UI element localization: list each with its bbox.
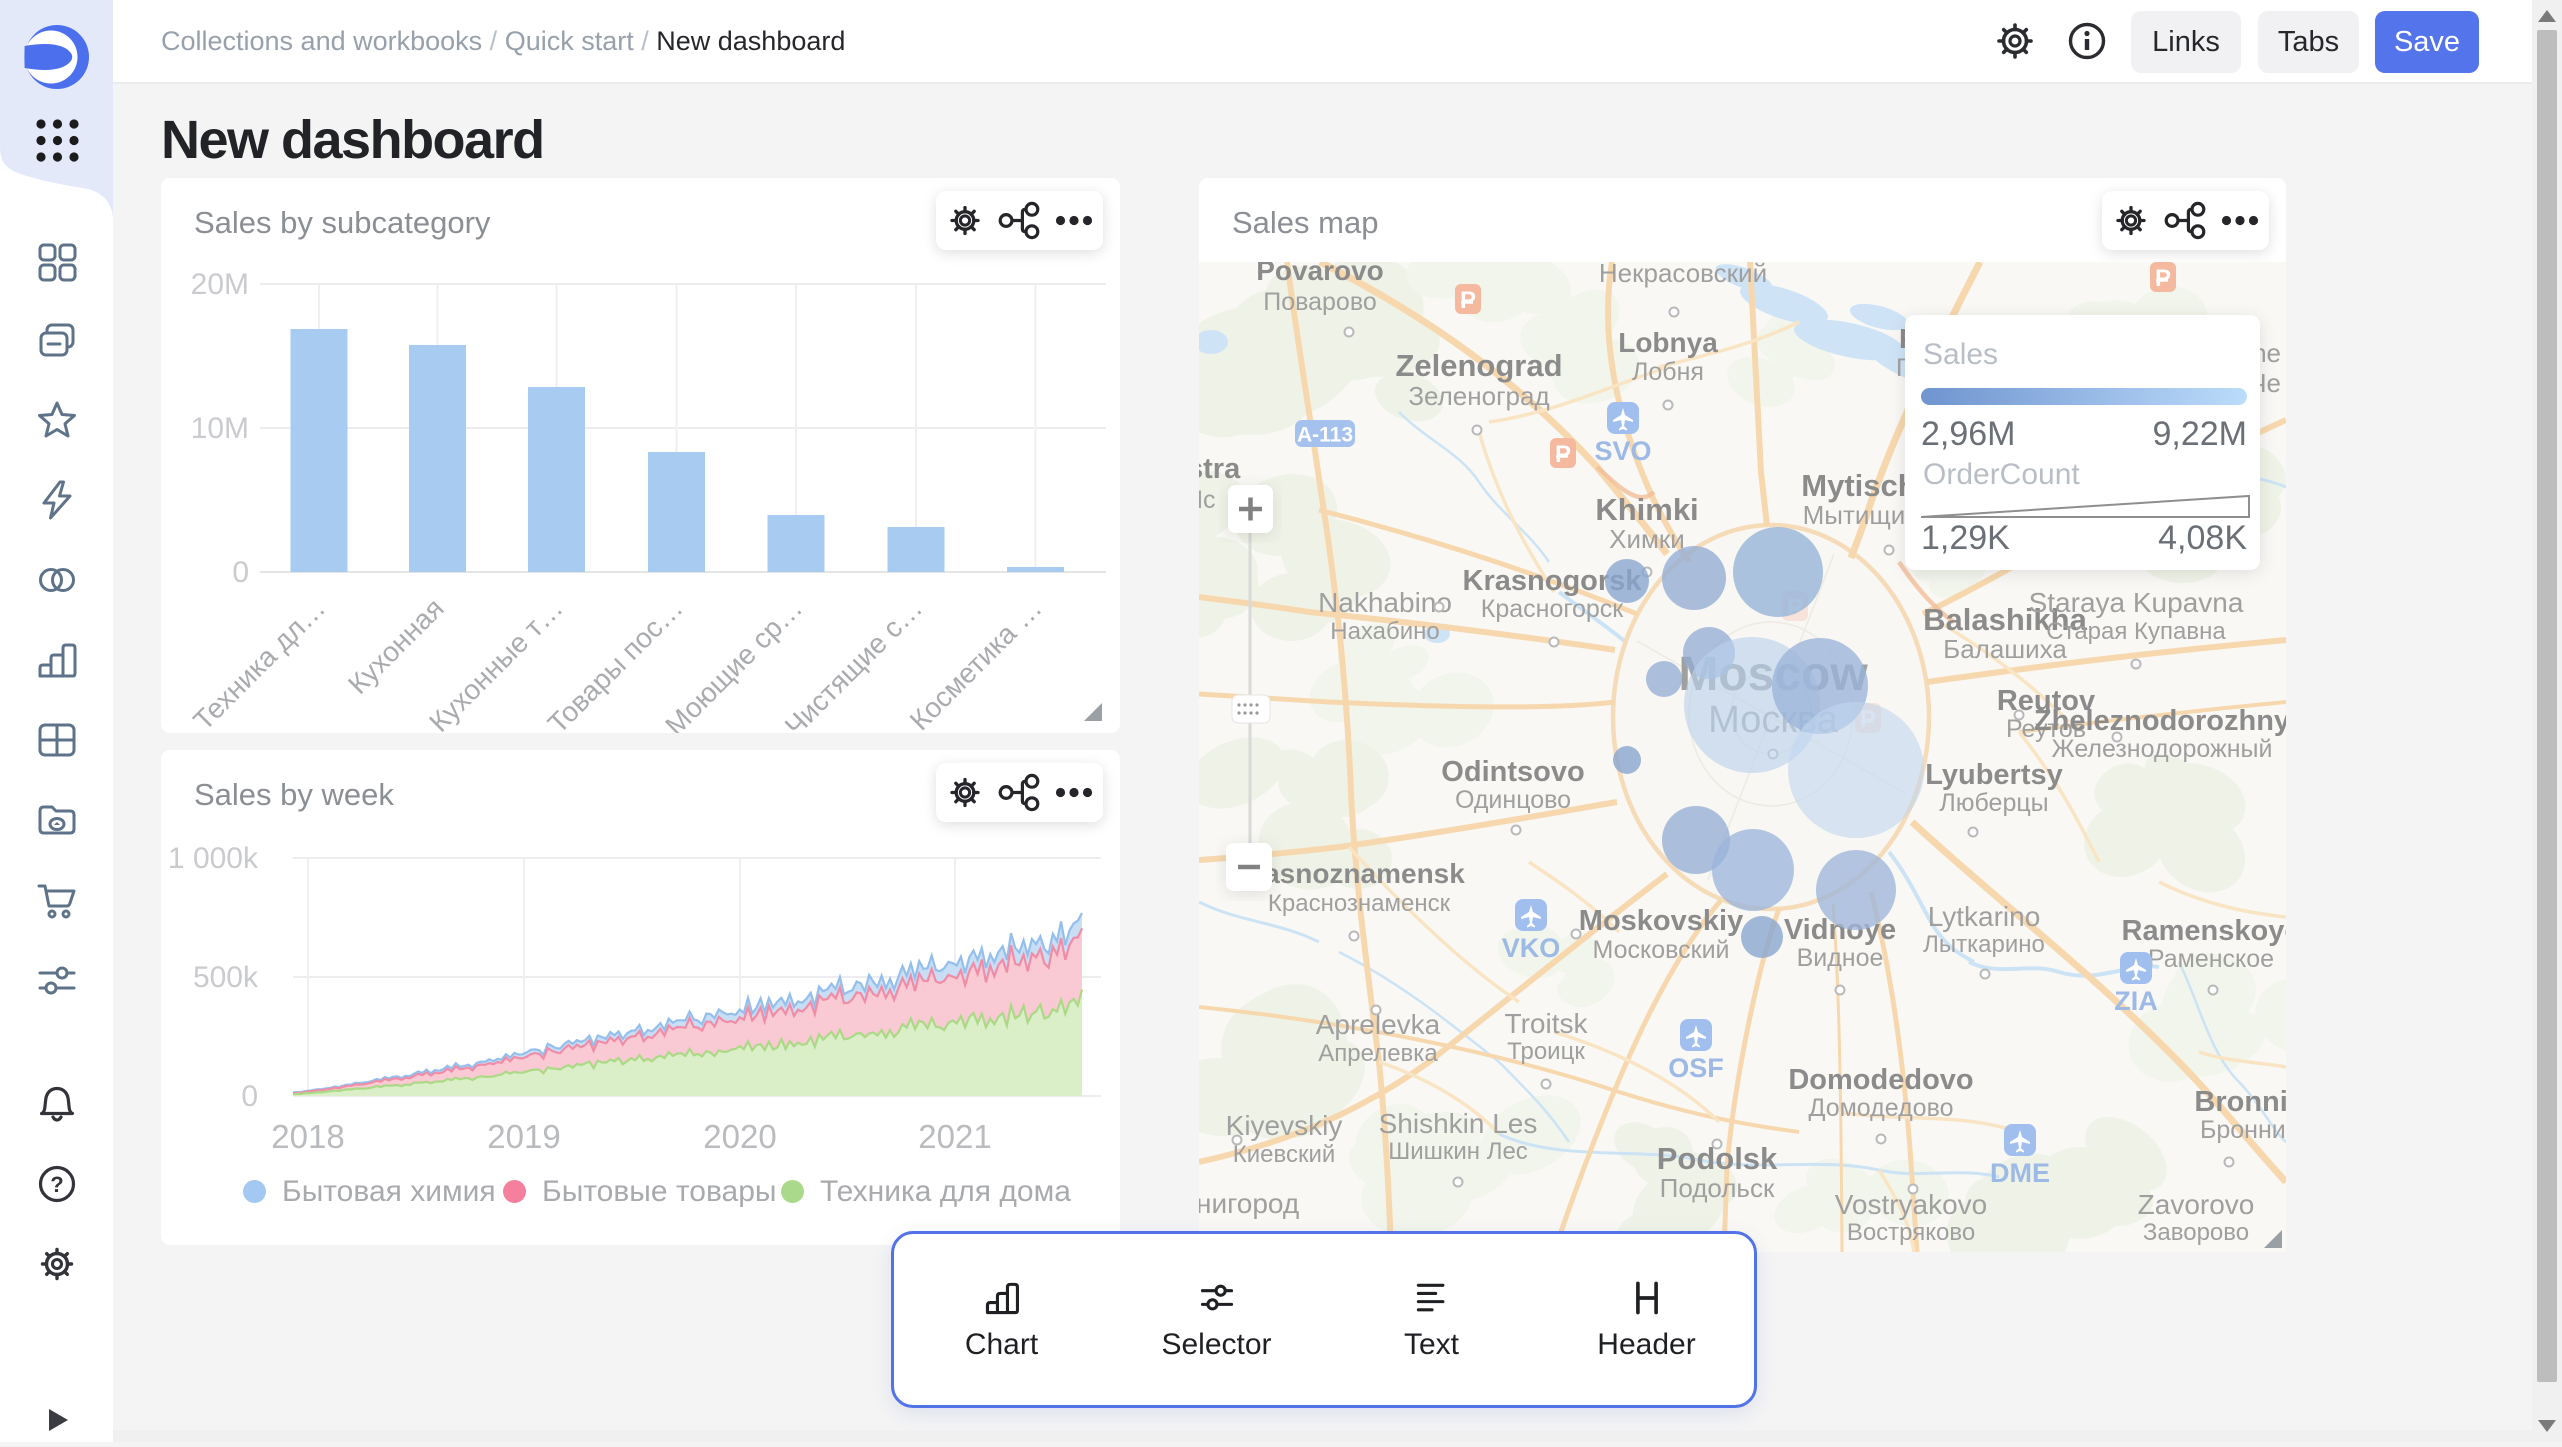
svg-text:0: 0 (232, 556, 249, 589)
svg-text:OrderCount: OrderCount (1923, 458, 2080, 491)
svg-text:Ис: Ис (1199, 486, 1215, 514)
svg-text:Химки: Химки (1609, 524, 1685, 554)
svg-text:2019: 2019 (487, 1118, 560, 1155)
svg-text:Лобня: Лобня (1632, 358, 1704, 386)
svg-text:2,96M: 2,96M (1921, 415, 2016, 453)
svg-text:А-113: А-113 (1297, 424, 1353, 447)
svg-text:Мытищи: Мытищи (1803, 500, 1906, 530)
svg-text:Лыткарино: Лыткарино (1923, 931, 2045, 958)
svg-text:Lobnya: Lobnya (1618, 327, 1718, 358)
svg-text:DME: DME (1990, 1158, 2050, 1188)
svg-text:Железнодорожный: Железнодорожный (2052, 735, 2273, 763)
svg-text:Bronnits: Bronnits (2194, 1086, 2286, 1118)
svg-text:P: P (1555, 441, 1571, 468)
svg-text:Sales: Sales (1923, 338, 1998, 371)
svg-text:Zelenograd: Zelenograd (1395, 348, 1562, 383)
svg-text:500k: 500k (193, 961, 259, 994)
svg-text:1 000k: 1 000k (168, 842, 259, 875)
svg-text:P: P (2155, 265, 2171, 292)
svg-text:Московский: Московский (1593, 936, 1730, 964)
svg-text:Reutov: Reutov (1997, 685, 2095, 717)
svg-text:Lyubertsy: Lyubertsy (1925, 759, 2063, 791)
svg-text:Кухонная: Кухонная (342, 592, 450, 700)
svg-text:Зеленоград: Зеленоград (1408, 381, 1549, 411)
svg-text:ZIA: ZIA (2114, 986, 2158, 1016)
svg-text:VKO: VKO (1502, 933, 1561, 963)
svg-text:rasnoznamensk: rasnoznamensk (1253, 858, 1465, 889)
svg-text:Киевский: Киевский (1233, 1141, 1336, 1168)
svg-text:Ramenskoye: Ramenskoye (2122, 915, 2286, 947)
svg-text:Люберцы: Люберцы (1939, 789, 2048, 817)
svg-text:Апрелевка: Апрелевка (1318, 1040, 1438, 1067)
svg-text:SVO: SVO (1594, 436, 1651, 466)
svg-text:20M: 20M (191, 268, 249, 301)
svg-text:10M: 10M (191, 412, 249, 445)
svg-text:Видное: Видное (1797, 944, 1884, 972)
svg-text:9,22M: 9,22M (2153, 415, 2248, 453)
svg-text:Vostryakovo: Vostryakovo (1835, 1189, 1988, 1220)
svg-text:Staraya Kupavna: Staraya Kupavna (2029, 587, 2244, 618)
svg-text:Востряково: Востряково (1847, 1219, 1975, 1246)
svg-text:Звенигород: Звенигород (1199, 1188, 1299, 1219)
svg-text:Раменское: Раменское (2148, 945, 2274, 973)
svg-text:Troitsk: Troitsk (1505, 1008, 1589, 1039)
svg-text:Заворово: Заворово (2143, 1219, 2249, 1246)
svg-text:2018: 2018 (271, 1118, 344, 1155)
svg-text:2021: 2021 (918, 1118, 991, 1155)
svg-text:Kiyevskiy: Kiyevskiy (1226, 1110, 1343, 1141)
svg-text:Zavorovo: Zavorovo (2138, 1189, 2255, 1220)
svg-text:Бронницы: Бронницы (2200, 1116, 2286, 1144)
svg-text:0: 0 (241, 1080, 258, 1113)
svg-text:Lytkarino: Lytkarino (1928, 901, 2041, 932)
svg-text:stra: stra (1199, 453, 1241, 485)
svg-text:Подольск: Подольск (1660, 1173, 1775, 1203)
svg-text:Нахабино: Нахабино (1330, 618, 1440, 645)
svg-text:P: P (1460, 287, 1476, 314)
svg-text:Балашиха: Балашиха (1943, 634, 2067, 664)
svg-text:4,08K: 4,08K (2158, 519, 2247, 557)
svg-text:Красногорск: Красногорск (1481, 595, 1624, 623)
svg-text:Домодедово: Домодедово (1809, 1094, 1954, 1122)
svg-text:Povarovo: Povarovo (1256, 262, 1384, 286)
svg-text:OSF: OSF (1668, 1053, 1724, 1083)
svg-text:Domodedovo: Domodedovo (1788, 1064, 1973, 1096)
svg-text:Moskovskiy: Moskovskiy (1579, 905, 1743, 937)
svg-text:Краснознаменск: Краснознаменск (1268, 890, 1451, 917)
svg-text:Shishkin Les: Shishkin Les (1379, 1108, 1538, 1139)
svg-text:Некрасовский: Некрасовский (1599, 262, 1767, 288)
svg-text:Старая Купавна: Старая Купавна (2046, 618, 2226, 645)
svg-text:Mytisch: Mytisch (1801, 468, 1916, 503)
svg-text:Nakhabino: Nakhabino (1318, 587, 1452, 618)
svg-text:Шишкин Лес: Шишкин Лес (1388, 1138, 1528, 1165)
svg-text:Balashikha: Balashikha (1923, 602, 2087, 637)
svg-text:Троицк: Троицк (1507, 1038, 1585, 1065)
svg-text:2020: 2020 (703, 1118, 776, 1155)
svg-text:Odintsovo: Odintsovo (1441, 756, 1584, 788)
svg-text:Поварово: Поварово (1263, 288, 1377, 316)
svg-text:Khimki: Khimki (1595, 492, 1698, 527)
svg-text:?: ? (50, 1172, 63, 1197)
svg-text:Zheleznodorozhny: Zheleznodorozhny (2034, 705, 2286, 737)
svg-text:Техника дл…: Техника дл… (187, 592, 331, 733)
svg-text:1,29K: 1,29K (1921, 519, 2010, 557)
svg-text:Одинцово: Одинцово (1455, 786, 1571, 814)
